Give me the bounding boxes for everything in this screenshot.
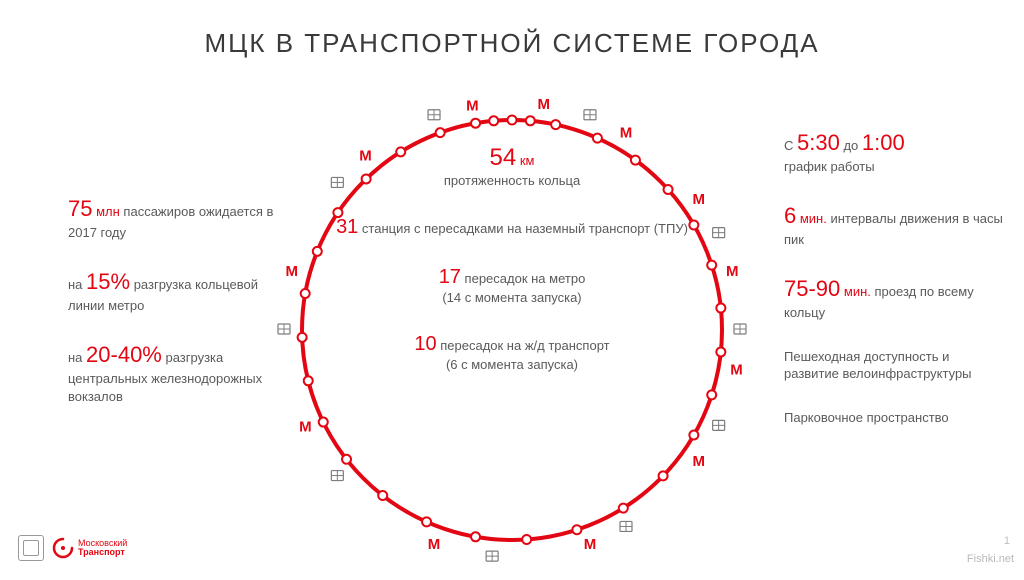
metro-icon: М [620, 125, 633, 142]
stat-ring-relief: на 15% разгрузка кольцевой линии метро [68, 267, 278, 314]
train-icon [486, 551, 498, 561]
station-dot [471, 119, 480, 128]
coat-of-arms-icon [18, 535, 44, 561]
stat-interval: 6 мин. интервалы движения в часы пик [784, 201, 1004, 248]
train-icon [713, 228, 725, 238]
station-dot [619, 504, 628, 513]
station-dot [319, 418, 328, 427]
station-dot [716, 347, 725, 356]
station-dot [526, 116, 535, 125]
stat-pedestrian: Пешеходная доступность и развитие велоин… [784, 348, 1004, 383]
station-dot [342, 455, 351, 464]
metro-icon: М [428, 536, 441, 553]
station-dot [422, 517, 431, 526]
station-dot [471, 532, 480, 541]
stat-stations: 31 станция с пересадками на наземный тра… [312, 214, 712, 240]
metro-icon: М [584, 536, 597, 553]
train-icon [734, 324, 746, 334]
train-icon [278, 324, 290, 334]
metro-icon: М [466, 97, 479, 114]
station-dot [551, 120, 560, 129]
station-dot [572, 525, 581, 534]
station-dot [298, 333, 307, 342]
metro-icon: М [537, 96, 550, 113]
station-dot [689, 431, 698, 440]
stat-hours: С 5:30 до 1:00 график работы [784, 128, 1004, 175]
metro-icon: М [299, 418, 312, 435]
train-icon [331, 471, 343, 481]
train-icon [713, 420, 725, 430]
metro-icon: М [286, 263, 299, 280]
metro-icon: М [730, 362, 743, 379]
train-icon [584, 110, 596, 120]
left-column: 75 млн пассажиров ожидается в 2017 году … [68, 194, 278, 431]
watermark: Fishki.net [967, 553, 1014, 565]
station-dot [378, 491, 387, 500]
stat-railstations-relief: на 20-40% разгрузка центральных железнод… [68, 340, 278, 405]
page-title: МЦК В ТРАНСПОРТНОЙ СИСТЕМЕ ГОРОДА [0, 28, 1024, 59]
station-dot [522, 535, 531, 544]
moscow-transport-logo: Московский Транспорт [52, 537, 127, 559]
metro-icon: М [693, 453, 706, 470]
station-dot [716, 304, 725, 313]
stat-metro-transfers: 17 пересадок на метро (14 с момента запу… [312, 264, 712, 307]
station-dot [489, 116, 498, 125]
footer-logos: Московский Транспорт [18, 535, 127, 561]
stat-parking: Парковочное пространство [784, 409, 1004, 427]
stat-rail-transfers: 10 пересадок на ж/д транспорт (6 с момен… [312, 331, 712, 374]
station-dot [301, 289, 310, 298]
stat-passengers: 75 млн пассажиров ожидается в 2017 году [68, 194, 278, 241]
page-number: 1 [1004, 535, 1010, 547]
station-dot [436, 128, 445, 137]
metro-icon: М [726, 263, 739, 280]
stat-full-trip: 75-90 мин. проезд по всему кольцу [784, 274, 1004, 321]
station-dot [659, 471, 668, 480]
stat-length: 54 км протяженность кольца [312, 142, 712, 190]
train-icon [428, 110, 440, 120]
train-icon [620, 521, 632, 531]
center-stats: 54 км протяженность кольца 31 станция с … [312, 142, 712, 398]
right-column: С 5:30 до 1:00 график работы 6 мин. инте… [784, 128, 1004, 452]
station-dot [508, 116, 517, 125]
